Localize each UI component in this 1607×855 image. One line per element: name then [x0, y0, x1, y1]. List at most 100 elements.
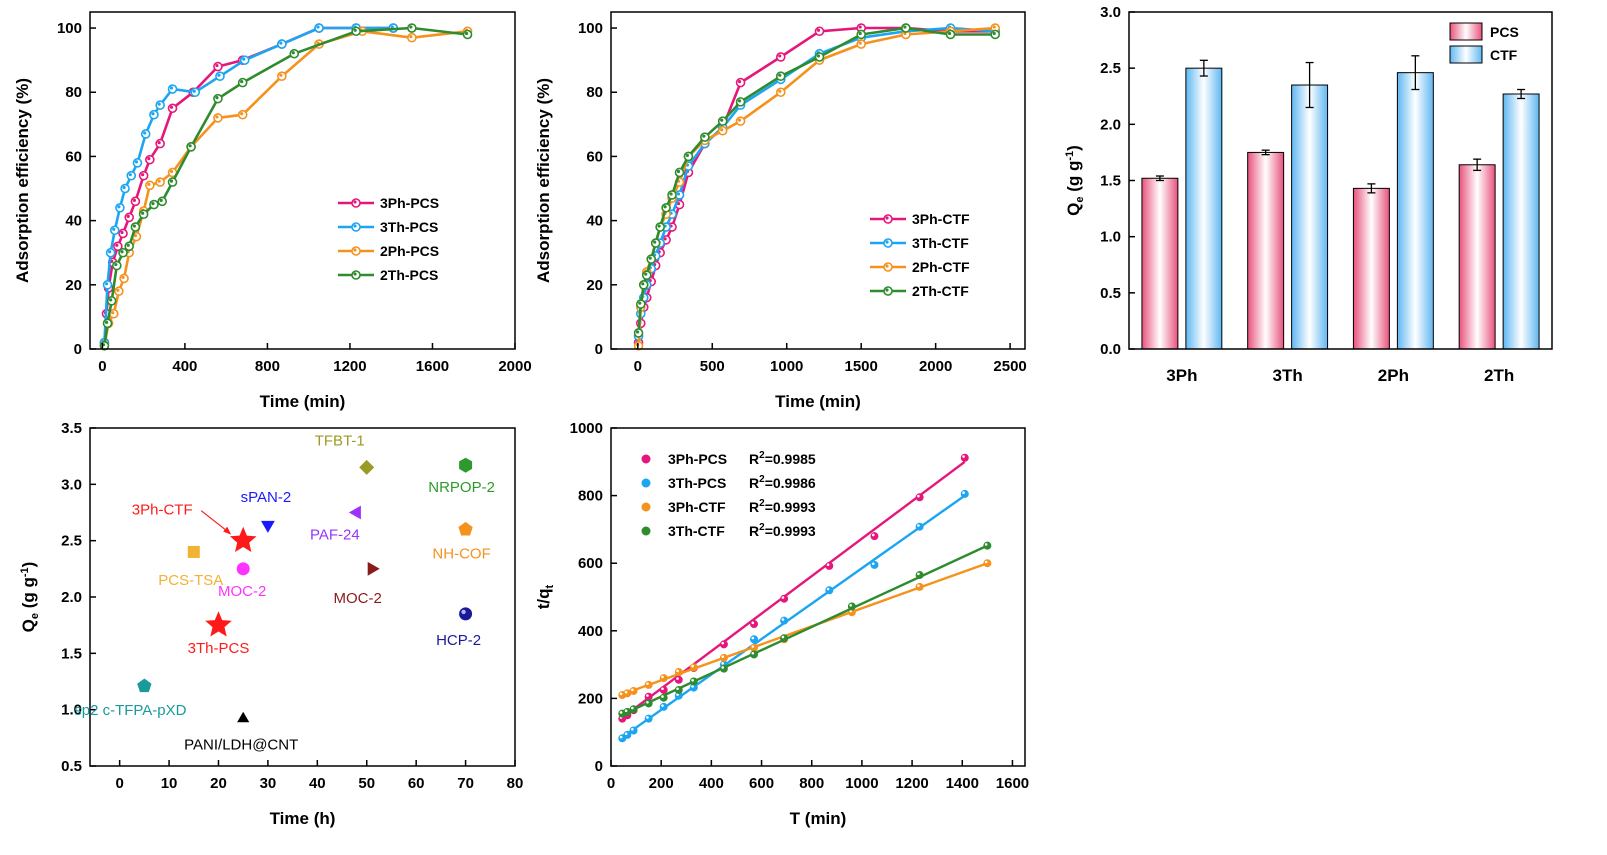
x-tick-label: 2000 — [919, 358, 952, 375]
y-tick-label: 100 — [578, 20, 603, 37]
data-point-highlight — [917, 572, 920, 576]
data-point-highlight — [826, 587, 830, 591]
data-point — [960, 489, 969, 498]
y-tick-label: 20 — [65, 277, 82, 294]
data-point-dot — [641, 282, 645, 286]
arrow-head — [223, 526, 232, 535]
data-point-highlight — [624, 709, 628, 713]
data-point-dot — [663, 237, 667, 241]
data-point-dot — [132, 198, 136, 202]
data-point-dot — [157, 140, 161, 145]
data-point-dot — [120, 230, 124, 235]
data-point — [825, 586, 834, 595]
data-point-dot — [657, 224, 661, 228]
x-tick-label: 30 — [260, 775, 277, 792]
data-point-dot — [858, 31, 862, 36]
y-tick-label: 200 — [578, 690, 603, 707]
y-tick-label: 0 — [595, 758, 603, 775]
data-point-highlight — [631, 728, 634, 731]
data-point — [659, 702, 668, 711]
legend-marker-dot — [885, 288, 889, 292]
data-point-dot — [169, 86, 174, 90]
legend-marker-dot — [353, 272, 357, 276]
data-point-dot — [464, 31, 469, 36]
marker-PAF-24 — [348, 505, 361, 520]
legend-r2: R2=0.9986 — [749, 474, 816, 491]
data-point — [780, 616, 789, 625]
x-tick-label: 0 — [607, 775, 615, 792]
marker-3Th-PCS — [205, 611, 232, 637]
legend-marker-dot — [353, 248, 357, 252]
legend-marker — [641, 526, 651, 536]
legend-marker — [641, 478, 651, 488]
data-point-dot — [121, 275, 125, 279]
x-axis-label: T (min) — [790, 809, 847, 828]
data-point — [825, 561, 834, 570]
point-label: MOC-2 — [218, 583, 266, 600]
data-point-highlight — [917, 524, 920, 527]
fit-line-3Th-CTF — [621, 544, 988, 716]
data-point-highlight — [781, 618, 785, 621]
y-tick-label: 0.0 — [1100, 341, 1121, 358]
legend-label: 2Th-CTF — [912, 283, 969, 299]
x-tick-label: 1200 — [895, 775, 928, 792]
data-point — [689, 677, 698, 686]
data-point-dot — [816, 28, 821, 32]
data-point — [659, 693, 668, 702]
data-point-dot — [240, 112, 244, 116]
marker-sPAN-2 — [261, 520, 275, 533]
data-point-highlight — [646, 700, 649, 704]
data-point-highlight — [619, 692, 623, 696]
legend-label: CTF — [1490, 47, 1518, 63]
x-tick-label: 60 — [408, 775, 425, 792]
data-point-highlight — [849, 603, 852, 607]
y-tick-label: 100 — [57, 20, 82, 37]
data-point-highlight — [676, 677, 679, 680]
data-point-dot — [409, 35, 413, 39]
x-tick-label: 2500 — [993, 358, 1026, 375]
data-point — [719, 640, 728, 649]
data-point-dot — [737, 118, 742, 122]
legend-label: 3Ph-CTF — [668, 499, 726, 515]
category-label: 2Th — [1484, 366, 1514, 385]
marker-MOC-2 — [367, 561, 380, 576]
point-label: sPAN-2 — [241, 489, 292, 506]
data-point — [983, 541, 992, 550]
data-point-dot — [151, 112, 155, 116]
y-tick-label: 2.5 — [1100, 60, 1121, 77]
y-tick-label: 3.5 — [61, 420, 82, 437]
fit-line-3Ph-CTF — [621, 562, 988, 696]
data-point-dot — [720, 128, 724, 132]
data-point-dot — [240, 80, 244, 84]
point-label: PCS-TSA — [158, 572, 223, 589]
data-point-highlight — [781, 635, 785, 639]
marker-HCP-2-highlight — [461, 609, 466, 615]
data-point-dot — [215, 96, 219, 100]
y-axis-label: t/qt — [534, 584, 556, 609]
y-tick-label: 3.0 — [61, 476, 82, 493]
data-point-highlight — [631, 688, 634, 692]
data-point-dot — [215, 63, 219, 68]
legend-label: 3Th-CTF — [668, 523, 725, 539]
data-point-dot — [903, 25, 907, 29]
data-point-highlight — [631, 706, 634, 710]
x-tick-label: 500 — [700, 358, 725, 375]
x-tick-label: 200 — [649, 775, 674, 792]
bar-PCS-2Th — [1458, 164, 1496, 350]
bar-CTF-3Ph — [1185, 67, 1223, 350]
point-label: TFBT-1 — [315, 432, 365, 449]
data-point-dot — [676, 169, 681, 174]
point-label: HCP-2 — [436, 632, 481, 649]
data-point-dot — [169, 179, 174, 183]
marker-PCS-TSA — [187, 545, 200, 558]
data-point-dot — [720, 118, 724, 122]
plot-frame — [89, 11, 516, 350]
data-point-dot — [279, 73, 283, 77]
bar-CTF-3Th — [1291, 84, 1329, 350]
y-tick-label: 2.0 — [1100, 116, 1121, 133]
x-axis-label: Time (min) — [260, 392, 346, 411]
data-point-highlight — [917, 584, 920, 587]
data-point-highlight — [917, 494, 920, 498]
data-point-dot — [114, 262, 118, 267]
data-point-highlight — [871, 562, 875, 565]
